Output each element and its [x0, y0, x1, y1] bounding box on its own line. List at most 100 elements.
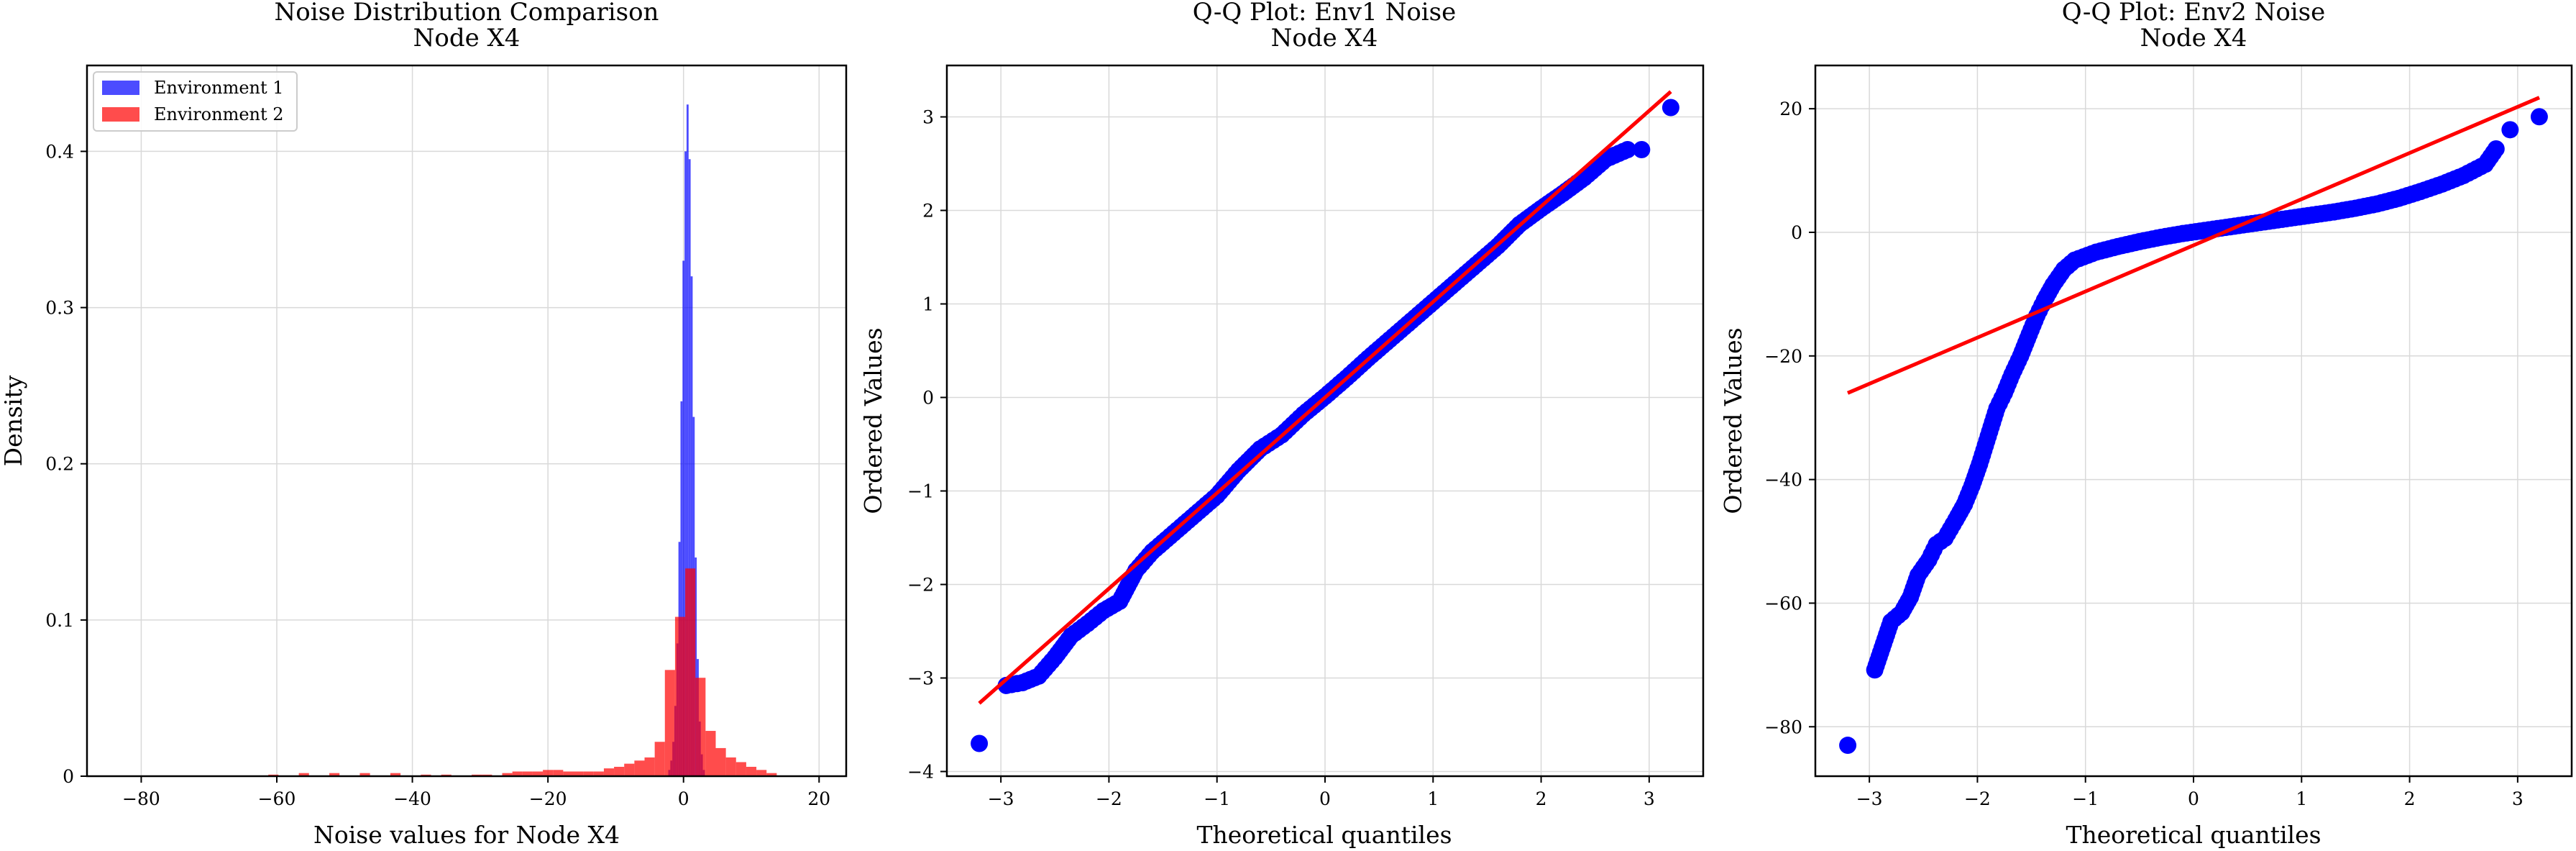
qq-point	[1618, 141, 1636, 158]
histogram-bar-env2	[502, 773, 513, 776]
panel3-title: Q-Q Plot: Env2 Noise	[2062, 0, 2325, 27]
qq-env1-panel: Q-Q Plot: Env1 Noise Node X4 −3 −2 −1 0 1 2 3 −…	[859, 0, 1705, 849]
histogram-bar-env2	[329, 773, 340, 776]
x-tick-label: −20	[529, 788, 567, 809]
histogram-bar-env2	[593, 771, 604, 776]
histogram-bar-env1	[682, 260, 685, 776]
x-tick-label: −80	[122, 788, 160, 809]
y-tick-label: −80	[1764, 716, 1802, 737]
histogram-bar-env2	[603, 768, 615, 776]
panel3-subtitle: Node X4	[2140, 24, 2247, 53]
histogram-bar-env2	[624, 763, 635, 776]
y-tick-label: −2	[907, 575, 934, 596]
histogram-bar-env2	[563, 771, 574, 776]
x-tick-label: 3	[2512, 788, 2524, 809]
y-tick-label: −60	[1764, 593, 1802, 614]
panel1-ylabel: Density	[0, 375, 27, 466]
histogram-bar-env1	[695, 558, 697, 776]
x-tick-label: 0	[678, 788, 689, 809]
panel1-subtitle: Node X4	[413, 24, 521, 53]
histogram-bar-env2	[644, 757, 655, 776]
histogram-bar-env2	[298, 773, 309, 776]
y-tick-label: −1	[907, 481, 934, 502]
histogram-bar-env2	[756, 770, 767, 776]
y-tick-label: −3	[907, 668, 934, 689]
panel1-title: Noise Distribution Comparison	[275, 0, 659, 27]
histogram-bar-env1	[684, 151, 687, 776]
legend: Environment 1 Environment 2	[93, 71, 298, 132]
histogram-bar-env1	[690, 276, 693, 777]
y-tick-label: 0	[63, 766, 74, 787]
histogram-bar-env2	[634, 760, 645, 776]
histogram-bar-env2	[766, 773, 777, 776]
y-tick-label: 0.2	[45, 454, 74, 475]
x-tick-label: −3	[988, 788, 1014, 809]
histogram-bar-env2	[725, 757, 736, 776]
x-tick-label: 20	[807, 788, 830, 809]
fit-line-overlay	[978, 90, 1672, 705]
y-tick-label: 0	[922, 388, 934, 409]
y-tick-label: 0	[1791, 222, 1802, 243]
legend-swatch-env2	[102, 107, 139, 122]
histogram-bar-env2	[654, 742, 665, 776]
x-tick-label: −2	[1964, 788, 1991, 809]
x-tick-label: −60	[258, 788, 296, 809]
histogram-bar-env1	[680, 401, 683, 776]
histogram-bar-env2	[583, 771, 594, 776]
legend-box	[93, 71, 298, 132]
panel2-subtitle: Node X4	[1271, 24, 1378, 53]
qq-point	[2501, 121, 2519, 139]
x-tick-label: 1	[1427, 788, 1439, 809]
x-tick-label: −40	[393, 788, 431, 809]
panel1-frame	[86, 64, 848, 778]
legend-label-env1: Environment 1	[154, 78, 284, 98]
panel2-xlabel: Theoretical quantiles	[1196, 821, 1452, 849]
x-tick-label: 2	[2404, 788, 2416, 809]
x-tick-label: 1	[2296, 788, 2307, 809]
x-tick-label: −3	[1856, 788, 1883, 809]
histogram-bar-env1	[686, 104, 689, 777]
panel1-xlabel: Noise values for Node X4	[313, 821, 620, 849]
qq-env2-panel: Q-Q Plot: Env2 Noise Node X4 −3 −2 −1 0 1 2 3 −…	[1719, 0, 2573, 849]
histogram-bar-env2	[390, 773, 401, 776]
y-tick-label: 0.1	[45, 610, 74, 631]
qq-point	[1661, 99, 1679, 117]
histogram-bar-env2	[715, 747, 726, 776]
y-tick-label: 2	[922, 201, 934, 222]
histogram-bar-env2	[573, 771, 584, 776]
histogram-bar-env2	[735, 762, 746, 776]
panel2-title: Q-Q Plot: Env1 Noise	[1193, 0, 1456, 27]
x-tick-label: −2	[1096, 788, 1122, 809]
histogram-bar-env2	[685, 568, 696, 776]
histogram-bar-env2	[359, 773, 370, 776]
panel2-ylabel: Ordered Values	[859, 327, 887, 514]
histogram-bar-env2	[705, 731, 716, 776]
y-tick-label: 20	[1779, 99, 1802, 119]
qq-point	[1839, 737, 1857, 755]
y-tick-label: −20	[1764, 346, 1802, 367]
x-tick-label: 2	[1536, 788, 1547, 809]
qq-point	[2487, 140, 2505, 158]
legend-label-env2: Environment 2	[154, 104, 284, 124]
panel3-ylabel: Ordered Values	[1719, 327, 1747, 514]
qq-point	[2530, 108, 2548, 126]
qq-point	[971, 734, 989, 752]
panel3-xlabel: Theoretical quantiles	[2066, 821, 2321, 849]
histogram-bar-env2	[746, 766, 757, 776]
histogram-bar-env2	[522, 771, 533, 776]
x-tick-label: −1	[2072, 788, 2099, 809]
histogram-bar-env2	[553, 770, 564, 776]
qq-point	[1633, 141, 1651, 158]
legend-swatch-env1	[102, 81, 139, 95]
histogram-bar-env2	[543, 770, 554, 776]
histogram-bar-env2	[674, 616, 686, 776]
y-tick-label: 1	[922, 294, 934, 315]
y-tick-label: −4	[907, 762, 934, 783]
x-tick-label: −1	[1204, 788, 1230, 809]
fit-line-overlay	[1847, 96, 2540, 395]
y-tick-label: 0.4	[45, 141, 74, 162]
histogram-bar-env2	[614, 766, 625, 776]
y-tick-label: 3	[922, 107, 934, 128]
x-tick-label: 0	[2188, 788, 2199, 809]
